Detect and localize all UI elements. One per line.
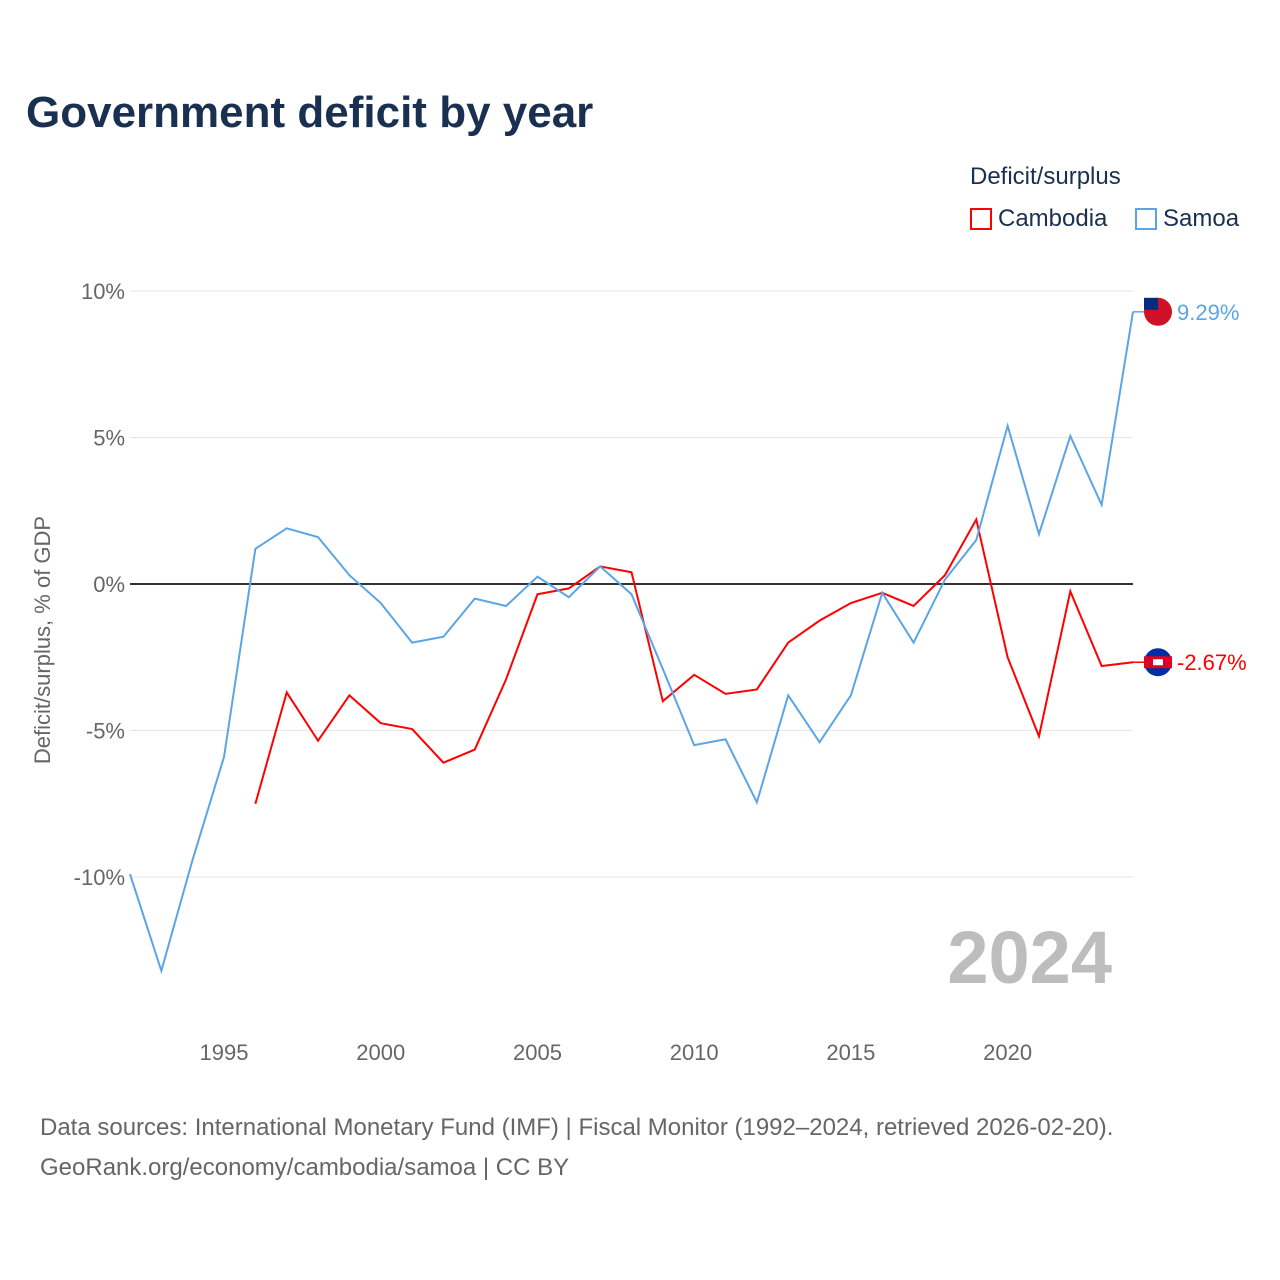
legend-swatch-cambodia — [970, 208, 992, 230]
source-note: Data sources: International Monetary Fun… — [40, 1108, 1113, 1188]
x-tick-label: 2020 — [983, 1040, 1032, 1065]
end-value-label: 9.29% — [1177, 300, 1239, 325]
legend-label: Cambodia — [998, 205, 1108, 232]
y-axis-label: Deficit/surplus, % of GDP — [30, 516, 55, 764]
flag-canton — [1144, 297, 1158, 310]
y-tick-label: 10% — [81, 279, 125, 304]
y-tick-label: -10% — [74, 865, 125, 890]
legend-item-samoa[interactable]: Samoa — [1135, 205, 1239, 233]
source-line-2[interactable]: GeoRank.org/economy/cambodia/samoa | CC … — [40, 1154, 570, 1181]
legend-title: Deficit/surplus — [970, 163, 1121, 190]
year-watermark: 2024 — [947, 916, 1112, 999]
y-tick-label: 5% — [93, 426, 125, 451]
legend-swatch-samoa — [1135, 208, 1157, 230]
flag-temple — [1153, 659, 1163, 666]
source-line-1: Data sources: International Monetary Fun… — [40, 1114, 1114, 1141]
end-value-label: -2.67% — [1177, 650, 1247, 675]
series-line-samoa — [129, 311, 1134, 975]
x-tick-label: 1995 — [200, 1040, 249, 1065]
y-tick-label: 0% — [93, 572, 125, 597]
x-tick-label: 2015 — [826, 1040, 875, 1065]
chart-title: Government deficit by year — [26, 88, 594, 137]
x-tick-label: 2010 — [670, 1040, 719, 1065]
x-tick-label: 2005 — [513, 1040, 562, 1065]
legend-label: Samoa — [1163, 205, 1240, 232]
y-tick-label: -5% — [86, 719, 125, 744]
x-tick-label: 2000 — [356, 1040, 405, 1065]
series-line-cambodia — [254, 516, 1134, 805]
legend-item-cambodia[interactable]: Cambodia — [970, 205, 1107, 233]
